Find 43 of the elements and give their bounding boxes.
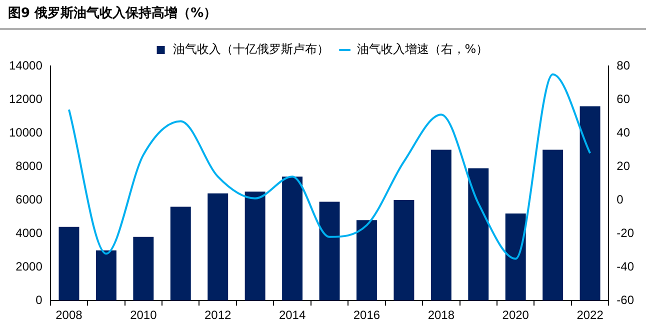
bar: [468, 168, 489, 301]
line-series: [68, 73, 592, 260]
y-tick-label: 10000: [8, 125, 43, 140]
bar: [505, 213, 526, 301]
x-tick-label: 2018: [428, 308, 455, 322]
bar: [580, 106, 600, 301]
chart-title: 图9 俄罗斯油气收入保持高增（%）: [0, 0, 646, 30]
y2-tick-label: 20: [616, 158, 630, 173]
x-tick-label: 2016: [353, 308, 380, 322]
bar: [319, 202, 340, 301]
x-tick-label: 2010: [130, 308, 158, 322]
bar: [430, 150, 452, 301]
y-tick-label: 0: [36, 292, 43, 307]
y2-tick-label: 60: [616, 92, 630, 106]
x-tick-label: 2020: [502, 308, 530, 322]
y-tick-label: 2000: [16, 259, 43, 274]
y2-tick-label: 80: [616, 58, 630, 72]
x-tick-label: 2008: [56, 308, 83, 322]
bar: [208, 193, 228, 301]
bar: [58, 226, 80, 301]
bar: [356, 220, 377, 301]
y-tick-label: 6000: [16, 192, 43, 206]
bar: [282, 176, 303, 301]
y-tick-label: 14000: [8, 58, 43, 72]
x-tick-label: 2012: [204, 308, 232, 322]
bar: [394, 200, 414, 301]
y-tick-label: 4000: [16, 226, 43, 240]
bar: [542, 150, 564, 301]
x-tick-label: 2022: [576, 308, 604, 322]
legend-label: 油气收入（十亿俄罗斯卢布）: [172, 42, 329, 56]
y-tick-label: 8000: [16, 158, 43, 173]
y-tick-label: 12000: [8, 92, 43, 106]
bar: [96, 250, 116, 301]
legend-label: 油气收入增速（右，%）: [356, 42, 488, 56]
bar: [170, 206, 191, 301]
y2-tick-label: -60: [616, 292, 634, 307]
y2-tick-label: -40: [616, 259, 634, 274]
bar: [244, 192, 266, 301]
y2-tick-label: 0: [616, 192, 624, 206]
x-tick-label: 2014: [278, 308, 306, 322]
y2-tick-label: 40: [616, 125, 630, 140]
y2-tick-label: -20: [616, 226, 634, 240]
bar: [133, 236, 154, 301]
